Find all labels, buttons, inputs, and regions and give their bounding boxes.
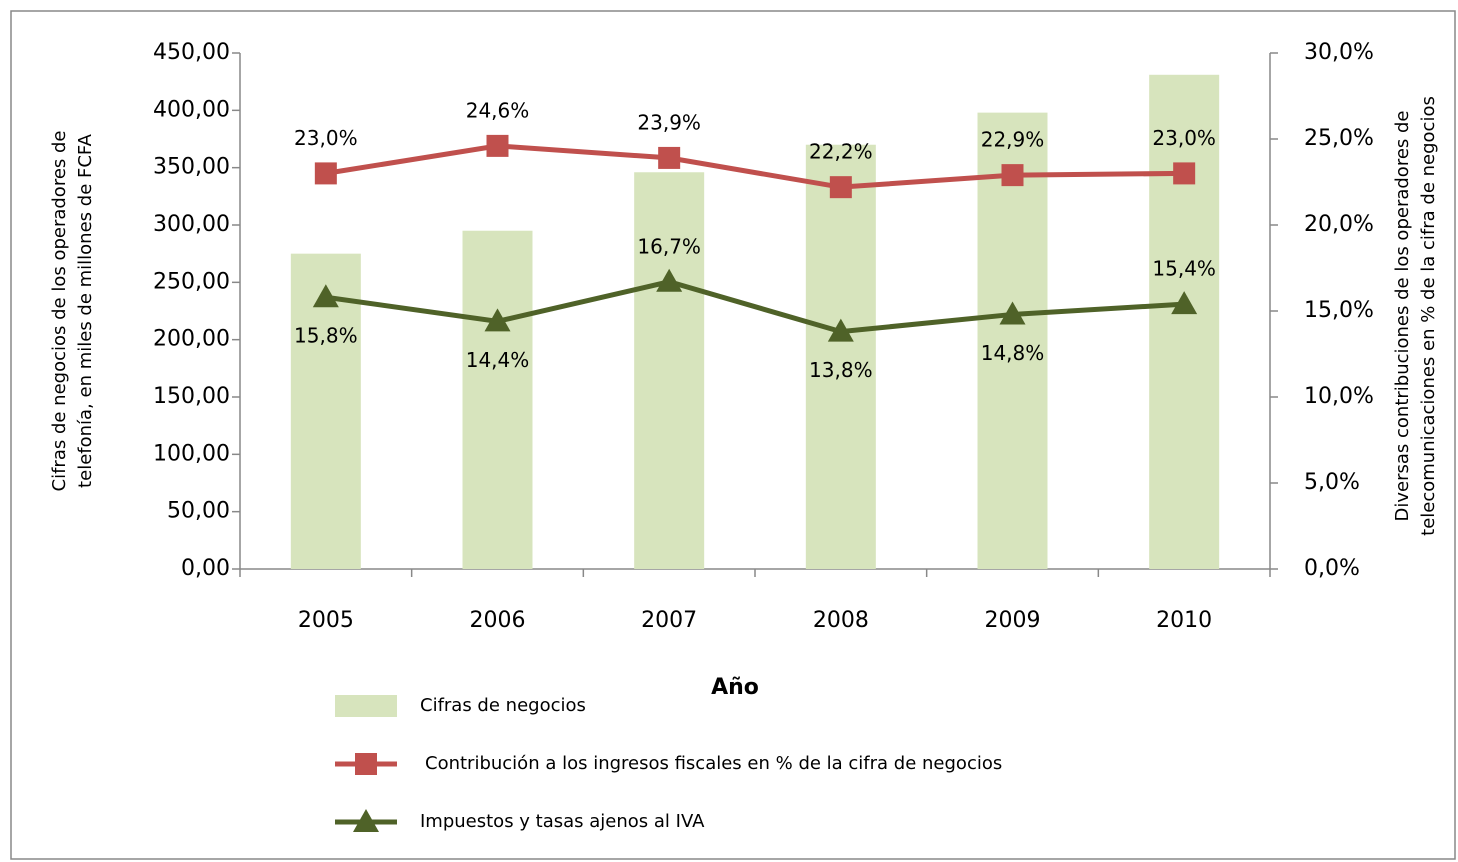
y-tick-label: 350,00 bbox=[153, 155, 230, 180]
line-marker bbox=[829, 176, 852, 199]
legend-swatch-marker bbox=[353, 809, 379, 832]
line bbox=[325, 143, 1185, 190]
chart-border bbox=[10, 10, 1456, 860]
y-tick-label: 450,00 bbox=[153, 40, 230, 65]
data-label: 23,9% bbox=[637, 110, 701, 134]
line-marker bbox=[314, 162, 337, 185]
x-axis-title: Año bbox=[711, 675, 759, 700]
y2-axis-title: Diversas contribuciones de los operadore… bbox=[1392, 96, 1439, 536]
bar bbox=[1149, 74, 1220, 569]
line-marker bbox=[312, 284, 339, 308]
line-marker bbox=[999, 301, 1026, 325]
y-tick-label: 150,00 bbox=[153, 384, 230, 409]
data-label: 14,8% bbox=[981, 341, 1045, 365]
y-tick-label: 50,00 bbox=[167, 499, 230, 524]
line-marker bbox=[484, 308, 511, 332]
y2-tick-label: 15,0% bbox=[1304, 298, 1374, 323]
data-label: 15,4% bbox=[1152, 257, 1216, 281]
bar bbox=[805, 144, 876, 569]
legend-label: Cifras de negocios bbox=[420, 695, 586, 716]
y-axis-title-line: telefonía, en miles de millones de FCFA bbox=[75, 133, 96, 488]
line bbox=[325, 279, 1185, 335]
y-tick-label: 400,00 bbox=[153, 97, 230, 122]
y2-tick-label: 20,0% bbox=[1304, 212, 1374, 237]
y-tick-label: 250,00 bbox=[153, 269, 230, 294]
x-tick-label: 2006 bbox=[470, 608, 526, 633]
line-marker bbox=[1001, 164, 1024, 187]
data-label: 13,8% bbox=[809, 358, 873, 382]
line-marker bbox=[658, 146, 681, 169]
data-label: 24,6% bbox=[466, 98, 530, 122]
y-tick-label: 200,00 bbox=[153, 327, 230, 352]
data-label: 23,0% bbox=[1152, 126, 1216, 150]
y2-tick-label: 30,0% bbox=[1304, 40, 1374, 65]
line-marker bbox=[656, 268, 683, 292]
y2-axis-title-line: Diversas contribuciones de los operadore… bbox=[1392, 111, 1413, 522]
legend-label: Contribución a los ingresos fiscales en … bbox=[425, 753, 1002, 774]
line-marker bbox=[486, 134, 509, 157]
y2-tick-label: 10,0% bbox=[1304, 384, 1374, 409]
data-label: 22,9% bbox=[981, 128, 1045, 152]
legend-swatch bbox=[335, 695, 397, 717]
y2-tick-label: 5,0% bbox=[1304, 470, 1360, 495]
y2-tick-label: 0,0% bbox=[1304, 556, 1360, 581]
y2-axis-title-line: telecomunicaciones en % de la cifra de n… bbox=[1418, 96, 1439, 536]
y-tick-label: 0,00 bbox=[181, 556, 230, 581]
x-tick-label: 2005 bbox=[298, 608, 354, 633]
legend-label: Impuestos y tasas ajenos al IVA bbox=[420, 811, 705, 832]
y-axis-title: Cifras de negocios de los operadores de … bbox=[49, 131, 96, 492]
line-marker bbox=[1171, 291, 1198, 315]
y-tick-label: 300,00 bbox=[153, 212, 230, 237]
legend-swatch-marker bbox=[355, 753, 377, 775]
x-tick-label: 2007 bbox=[641, 608, 697, 633]
data-label: 14,4% bbox=[466, 348, 530, 372]
line-marker bbox=[1173, 162, 1196, 185]
y-tick-label: 100,00 bbox=[153, 441, 230, 466]
data-label: 15,8% bbox=[294, 324, 358, 348]
x-tick-label: 2008 bbox=[813, 608, 869, 633]
data-label: 23,0% bbox=[294, 126, 358, 150]
line-marker bbox=[827, 318, 854, 342]
x-tick-label: 2009 bbox=[985, 608, 1041, 633]
data-label: 16,7% bbox=[637, 234, 701, 258]
y-axis-title-line: Cifras de negocios de los operadores de bbox=[49, 131, 70, 492]
x-tick-label: 2010 bbox=[1156, 608, 1212, 633]
bar bbox=[462, 230, 533, 569]
y2-tick-label: 25,0% bbox=[1304, 126, 1374, 151]
bar bbox=[977, 112, 1048, 570]
data-label: 22,2% bbox=[809, 140, 873, 164]
bar bbox=[634, 172, 705, 569]
